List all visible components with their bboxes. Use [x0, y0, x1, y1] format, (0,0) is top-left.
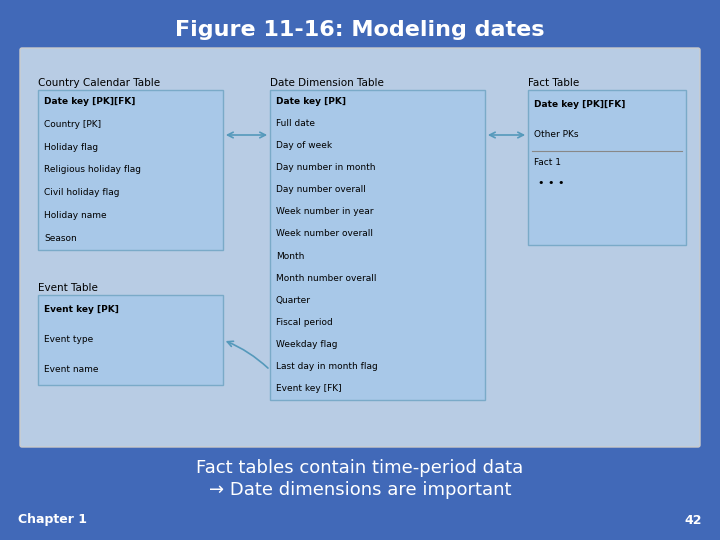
FancyBboxPatch shape — [38, 90, 223, 250]
Text: Chapter 1: Chapter 1 — [18, 514, 87, 526]
Text: Event key [PK]: Event key [PK] — [44, 306, 119, 314]
FancyBboxPatch shape — [270, 90, 485, 400]
FancyBboxPatch shape — [38, 295, 223, 385]
Text: Fact Table: Fact Table — [528, 78, 580, 88]
Text: Month number overall: Month number overall — [276, 274, 377, 283]
Text: 42: 42 — [685, 514, 702, 526]
Text: Week number overall: Week number overall — [276, 230, 373, 239]
Text: Day of week: Day of week — [276, 141, 332, 150]
Text: Event Table: Event Table — [38, 283, 98, 293]
Text: → Date dimensions are important: → Date dimensions are important — [209, 481, 511, 499]
Text: Day number in month: Day number in month — [276, 163, 376, 172]
Text: Figure 11-16: Modeling dates: Figure 11-16: Modeling dates — [175, 20, 545, 40]
Text: Religious holiday flag: Religious holiday flag — [44, 165, 141, 174]
FancyBboxPatch shape — [528, 90, 686, 245]
Text: Date Dimension Table: Date Dimension Table — [270, 78, 384, 88]
Text: Weekday flag: Weekday flag — [276, 340, 338, 349]
Text: Event key [FK]: Event key [FK] — [276, 384, 341, 394]
Text: Month: Month — [276, 252, 305, 261]
Text: Season: Season — [44, 234, 77, 243]
Text: Week number in year: Week number in year — [276, 207, 374, 217]
Text: Last day in month flag: Last day in month flag — [276, 362, 378, 372]
Text: Quarter: Quarter — [276, 296, 311, 305]
Text: Civil holiday flag: Civil holiday flag — [44, 188, 120, 197]
Text: • • •: • • • — [538, 178, 564, 188]
Text: Date key [PK][FK]: Date key [PK][FK] — [44, 97, 135, 106]
Text: Full date: Full date — [276, 119, 315, 128]
Text: Day number overall: Day number overall — [276, 185, 366, 194]
Text: Fiscal period: Fiscal period — [276, 318, 333, 327]
Text: Fact tables contain time-period data: Fact tables contain time-period data — [197, 459, 523, 477]
Text: Other PKs: Other PKs — [534, 130, 578, 139]
Text: Holiday name: Holiday name — [44, 211, 107, 220]
Text: Fact 1: Fact 1 — [534, 158, 561, 167]
Text: Country Calendar Table: Country Calendar Table — [38, 78, 160, 88]
Text: Event name: Event name — [44, 366, 99, 375]
Text: Country [PK]: Country [PK] — [44, 120, 101, 129]
Text: Date key [PK]: Date key [PK] — [276, 97, 346, 106]
Text: Event type: Event type — [44, 335, 94, 345]
Text: Date key [PK][FK]: Date key [PK][FK] — [534, 100, 626, 109]
FancyBboxPatch shape — [20, 48, 700, 447]
Text: Holiday flag: Holiday flag — [44, 143, 98, 152]
